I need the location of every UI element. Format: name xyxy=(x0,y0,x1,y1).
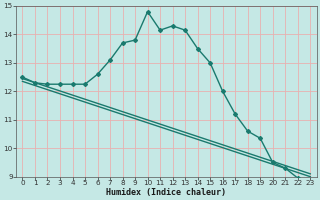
X-axis label: Humidex (Indice chaleur): Humidex (Indice chaleur) xyxy=(106,188,226,197)
